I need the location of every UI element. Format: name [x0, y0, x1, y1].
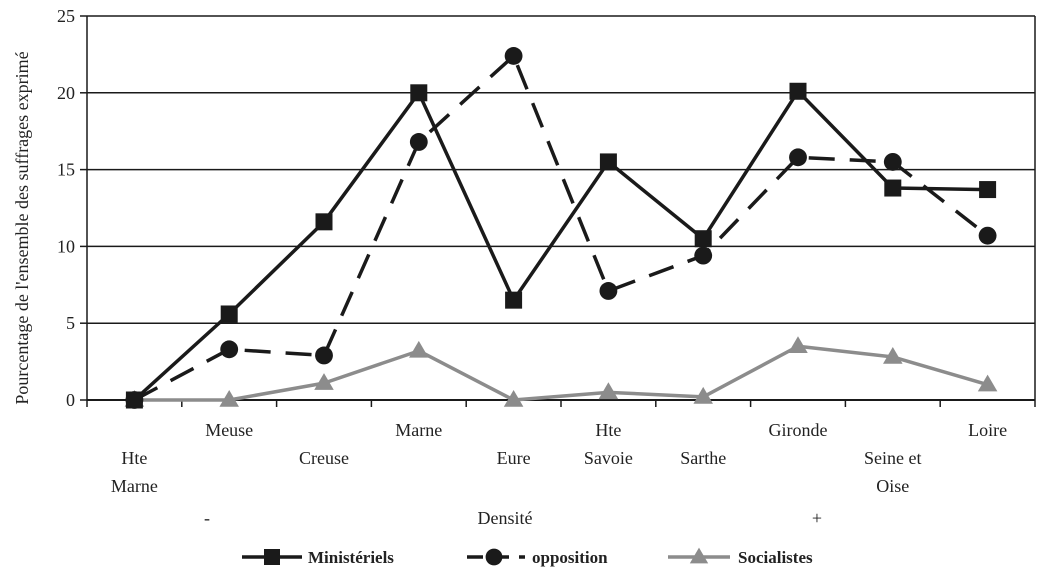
x-caption-center: Densité — [478, 508, 533, 528]
x-category-label: Sarthe — [680, 448, 726, 468]
circle-marker — [409, 133, 428, 151]
x-category-label: Hte Savoie — [584, 420, 633, 468]
triangle-marker — [409, 340, 429, 358]
legend-label: opposition — [532, 548, 608, 567]
x-category-label: Loire — [968, 420, 1007, 440]
triangle-marker — [693, 386, 713, 404]
triangle-marker — [883, 346, 903, 364]
y-tick-label: 20 — [57, 83, 75, 103]
x-caption-right: + — [812, 508, 822, 528]
x-caption-left: - — [204, 508, 210, 528]
x-category-label: Meuse — [205, 420, 253, 440]
series-markers — [124, 47, 998, 409]
y-tick-label: 5 — [66, 313, 75, 333]
triangle-marker — [977, 374, 998, 392]
triangle-marker — [314, 373, 334, 390]
circle-marker — [125, 391, 144, 409]
circle-marker — [315, 346, 333, 365]
square-marker — [505, 291, 523, 309]
legend-label: Socialistes — [738, 548, 813, 567]
triangle-marker — [788, 336, 808, 354]
square-marker — [264, 549, 280, 565]
gridlines — [87, 15, 1035, 324]
x-category-label: Marne — [395, 420, 442, 440]
series-line-0 — [133, 89, 988, 402]
circle-marker — [599, 282, 618, 300]
x-category-label: Creuse — [299, 448, 349, 468]
axes — [80, 15, 1036, 407]
square-marker — [789, 82, 807, 100]
legend-label: Ministériels — [308, 548, 394, 567]
circle-marker — [220, 340, 239, 359]
series-line-2 — [134, 344, 989, 402]
x-category-labels: Hte Marne Meuse Creuse Marne Eure Hte Savoie Sar… — [111, 420, 1007, 496]
triangle-marker — [598, 382, 619, 400]
legend: Ministériels opposition Socialistes — [242, 547, 813, 567]
x-category-label: Eure — [497, 448, 531, 468]
triangle-marker — [503, 389, 524, 407]
x-category-label: Hte Marne — [111, 448, 158, 496]
series-lines — [133, 54, 989, 402]
square-marker — [410, 84, 428, 102]
square-marker — [315, 213, 333, 231]
x-category-label: Gironde — [769, 420, 828, 440]
circle-marker — [789, 148, 807, 167]
square-marker — [694, 230, 712, 248]
legend-item: Ministériels — [242, 548, 394, 567]
square-marker — [884, 179, 902, 197]
circle-marker — [485, 548, 503, 566]
square-marker — [220, 305, 238, 323]
y-tick-labels: 0 5 10 15 20 25 — [57, 6, 75, 410]
y-tick-label: 25 — [57, 6, 75, 26]
y-tick-label: 0 — [66, 390, 75, 410]
circle-marker — [883, 152, 902, 171]
triangle-marker — [689, 547, 709, 564]
triangle-marker — [219, 389, 239, 407]
y-tick-label: 10 — [57, 236, 75, 256]
circle-marker — [978, 226, 997, 245]
square-marker — [599, 153, 617, 171]
circle-marker — [694, 246, 713, 265]
x-category-label: Seine et Oise — [864, 448, 921, 496]
y-axis-title: Pourcentage de l'ensemble des suffrages … — [12, 51, 32, 404]
legend-item: opposition — [467, 548, 608, 567]
circle-marker — [504, 47, 523, 65]
legend-item: Socialistes — [668, 547, 813, 567]
y-tick-label: 15 — [57, 160, 75, 180]
square-marker — [979, 181, 997, 199]
